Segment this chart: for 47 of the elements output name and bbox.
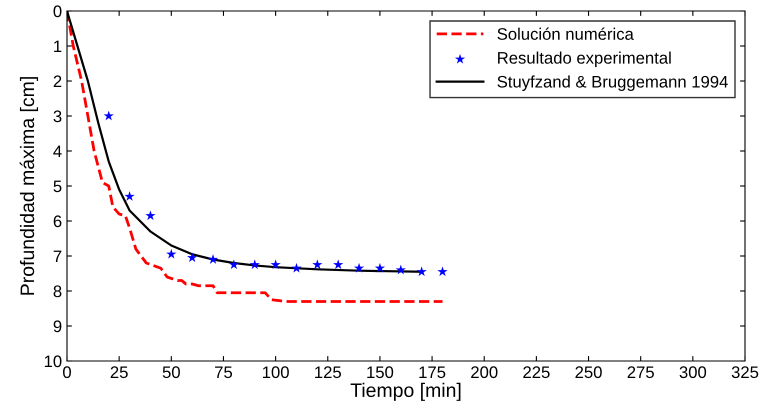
point <box>437 266 448 276</box>
y-tick-label: 1 <box>54 40 62 52</box>
x-tick-label: 300 <box>680 366 706 378</box>
y-tick-label: 10 <box>44 355 62 368</box>
point <box>166 248 176 259</box>
x-tick-label: 75 <box>215 366 232 378</box>
x-tick-label: 175 <box>419 366 446 378</box>
point <box>396 264 406 274</box>
x-tick-label: 325 <box>732 366 758 378</box>
x-tick-label: 250 <box>575 366 602 378</box>
x-tick-label: 275 <box>628 366 654 378</box>
x-tick-label: 150 <box>367 366 394 378</box>
point <box>291 262 302 273</box>
y-axis-title: Profundidad máxima [cm] <box>20 77 38 295</box>
point <box>124 191 135 201</box>
x-tick-label: 125 <box>315 366 341 378</box>
point <box>312 259 322 270</box>
legend-label: Solución numérica <box>497 27 634 40</box>
point <box>374 262 386 273</box>
point <box>187 252 198 262</box>
point <box>228 259 240 270</box>
point <box>208 254 218 264</box>
legend-label: Stuyfzand & Bruggemann 1994 <box>497 75 728 91</box>
y-tick-label: 7 <box>54 250 62 262</box>
x-axis-title: Tiempo [min] <box>350 382 460 401</box>
y-tick-label: 6 <box>54 215 62 228</box>
x-tick-label: 100 <box>262 366 289 378</box>
x-tick-label: 25 <box>110 366 128 378</box>
y-tick-label: 0 <box>54 5 62 18</box>
point <box>145 210 156 220</box>
y-tick-label: 2 <box>54 75 62 88</box>
x-tick-label: 50 <box>162 366 180 378</box>
point <box>416 266 427 276</box>
y-tick-label: 5 <box>54 180 62 192</box>
x-tick-label: 0 <box>63 366 71 378</box>
point <box>333 259 344 270</box>
x-tick-label: 200 <box>471 366 498 378</box>
point <box>270 259 281 270</box>
y-tick-label: 3 <box>54 110 62 122</box>
point <box>354 262 364 273</box>
x-tick-label: 225 <box>523 366 550 378</box>
y-tick-label: 4 <box>53 146 62 158</box>
legend-label: Resultado experimental <box>498 52 671 68</box>
y-tick-label: 8 <box>54 285 62 298</box>
point <box>104 110 114 120</box>
point <box>250 259 260 270</box>
y-tick-label: 9 <box>54 320 62 332</box>
